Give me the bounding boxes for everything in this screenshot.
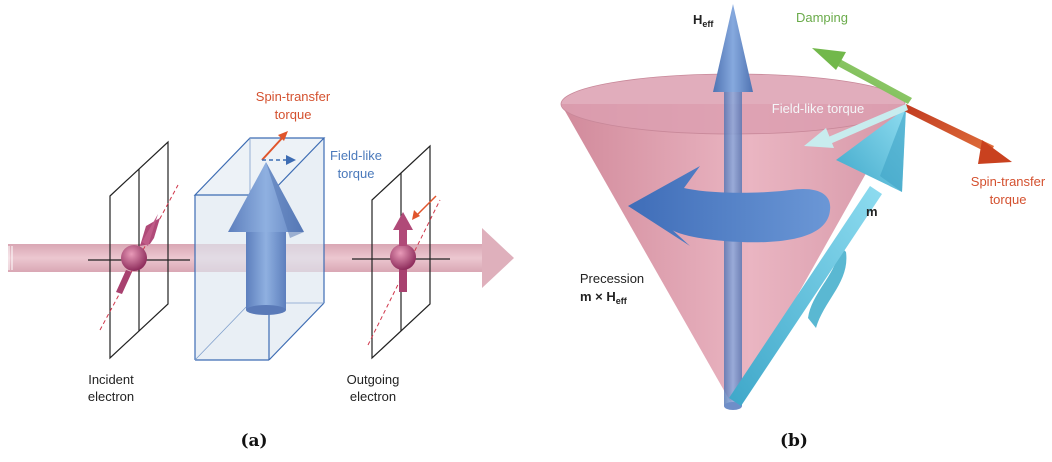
spin-transfer-label-a-line1: Spin-transfer xyxy=(256,89,331,104)
spin-transfer-torque-arrow-a xyxy=(261,131,288,161)
precession-formula-main: m × H xyxy=(580,289,616,304)
damping-label: Damping xyxy=(796,10,848,25)
m-label: m xyxy=(866,204,878,219)
spin-transfer-torque-arrow-b xyxy=(902,104,1012,164)
precession-swirl-arrow xyxy=(628,166,831,246)
field-like-label-a-line1: Field-like xyxy=(330,148,382,163)
m-precession-ribbon xyxy=(808,244,847,328)
heff-label-sub: eff xyxy=(702,19,714,29)
panel-a: Spin-transfer torque Field-like torque I… xyxy=(8,89,514,451)
incident-electron xyxy=(116,214,160,294)
field-like-label-a-line2: torque xyxy=(338,166,375,181)
outgoing-electron xyxy=(390,212,416,292)
field-like-torque-arrow-b xyxy=(804,104,908,148)
precession-label: Precession xyxy=(580,271,644,286)
incident-label-line2: electron xyxy=(88,389,134,404)
heff-label: Heff xyxy=(693,12,714,29)
caption-b: (b) xyxy=(780,431,808,451)
incident-label-line1: Incident xyxy=(88,372,134,387)
field-like-label-b: Field-like torque xyxy=(772,101,865,116)
field-like-torque-arrow-a xyxy=(262,155,296,165)
outgoing-spin-transfer-arrow xyxy=(412,195,437,220)
outgoing-label-line1: Outgoing xyxy=(347,372,400,387)
spin-transfer-label-b-line1: Spin-transfer xyxy=(971,174,1046,189)
panel-b: Heff Damping Field-like torque Spin-tran… xyxy=(560,4,1046,451)
heff-arrow xyxy=(713,4,753,410)
damping-arrow xyxy=(812,48,912,104)
caption-a: (a) xyxy=(240,431,267,451)
magnetization-arrow xyxy=(228,162,304,315)
spin-transfer-label-b-line2: torque xyxy=(990,192,1027,207)
heff-label-main: H xyxy=(693,12,702,27)
spin-transfer-label-a-line2: torque xyxy=(275,107,312,122)
m-vector-arrow xyxy=(729,108,906,406)
outgoing-label-line2: electron xyxy=(350,389,396,404)
precession-formula-sub: eff xyxy=(616,296,628,306)
precession-formula: m × Heff xyxy=(580,289,628,306)
